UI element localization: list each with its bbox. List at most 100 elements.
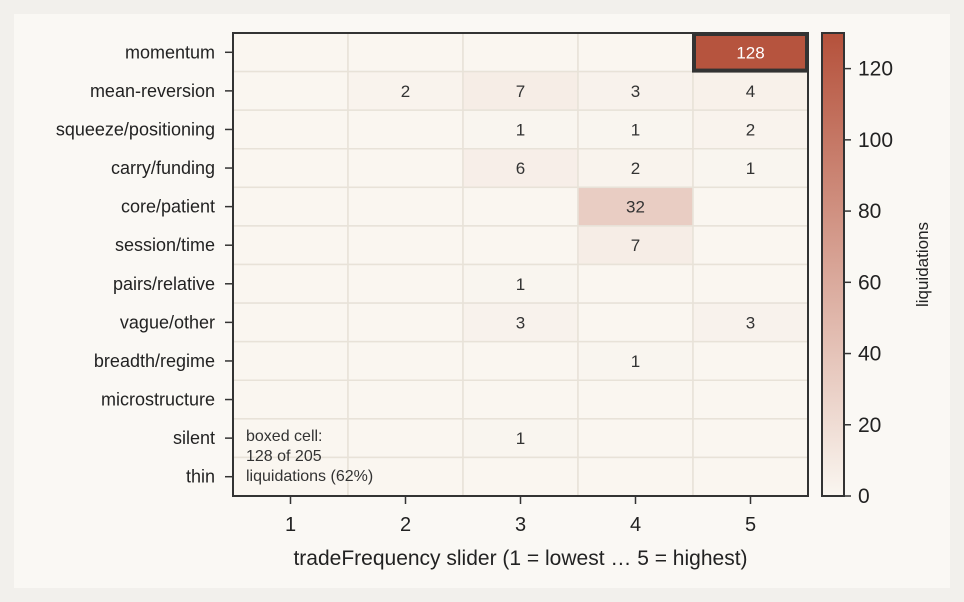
heatmap-cell (692, 109, 809, 150)
x-tick-label: 4 (630, 514, 641, 536)
x-axis-title: tradeFrequency slider (1 = lowest … 5 = … (293, 547, 747, 570)
heatmap-cell (692, 418, 809, 459)
heatmap-cell (347, 379, 464, 420)
y-tick-label: breadth/regime (94, 351, 215, 371)
heatmap-cell (462, 109, 579, 150)
y-tick-label: thin (186, 467, 215, 487)
x-axis: 1 2 3 4 5 (285, 496, 756, 536)
heatmap-cell (692, 379, 809, 420)
colorbar: 0 20 40 60 80 100 120 liquidations (821, 32, 932, 508)
x-tick-label: 3 (515, 514, 526, 536)
cell-value-label: 3 (516, 313, 525, 332)
heatmap-figure: 128 2 7 3 4 1 1 2 6 2 1 32 7 1 3 3 1 1 momentum mean-rever… (14, 14, 950, 588)
cell-value-label: 7 (516, 82, 525, 101)
heatmap-cell (462, 186, 579, 227)
colorbar-tick-label: 20 (858, 414, 881, 437)
heatmap-cell (692, 302, 809, 343)
heatmap-cell (347, 109, 464, 150)
heatmap-cell (232, 186, 349, 227)
heatmap-cell (347, 418, 464, 459)
heatmap-cell (692, 340, 809, 381)
note-line: 128 of 205 (246, 448, 322, 465)
heatmap-cell (347, 456, 464, 497)
heatmap-cell (577, 418, 694, 459)
colorbar-title: liquidations (913, 222, 932, 307)
heatmap-cell (232, 70, 349, 111)
y-tick-label: squeeze/positioning (56, 119, 215, 139)
cell-value-label: 2 (746, 120, 755, 139)
colorbar-tick-label: 120 (858, 58, 893, 81)
heatmap-cell (232, 340, 349, 381)
colorbar-tick-label: 0 (858, 485, 870, 508)
x-tick-label: 5 (745, 514, 756, 536)
cell-value-label: 2 (401, 82, 410, 101)
heatmap-cell (577, 263, 694, 304)
colorbar-tick-label: 100 (858, 129, 893, 152)
heatmap-cell (462, 32, 579, 73)
heatmap-cell (232, 456, 349, 497)
cell-value-label: 1 (516, 429, 525, 448)
colorbar-gradient (821, 32, 845, 497)
heatmap-cell (232, 225, 349, 266)
y-tick-label: carry/funding (111, 158, 215, 178)
note-line: boxed cell: (246, 428, 323, 445)
plot-frame (232, 32, 809, 497)
heatmap-cell (347, 340, 464, 381)
heatmap-cell (347, 225, 464, 266)
cell-value-label: 1 (631, 120, 640, 139)
cell-value-label: 2 (631, 159, 640, 178)
heatmap-cell (692, 186, 809, 227)
heatmap-cell (577, 302, 694, 343)
heatmap-cell (462, 456, 579, 497)
colorbar-tick-label: 60 (858, 271, 881, 294)
heatmap-cell (577, 379, 694, 420)
heatmap-cell (232, 379, 349, 420)
cell-value-label: 6 (516, 159, 525, 178)
heatmap-cell (692, 263, 809, 304)
y-tick-label: momentum (125, 42, 215, 62)
heatmap-cell (347, 32, 464, 73)
heatmap-cell (347, 186, 464, 227)
y-tick-label: vague/other (120, 312, 215, 332)
cell-value-label: 32 (626, 198, 645, 217)
heatmap-cell (347, 263, 464, 304)
y-tick-label: pairs/relative (113, 274, 215, 294)
heatmap-cell (692, 456, 809, 497)
heatmap-cell (347, 148, 464, 189)
heatmap-cell (232, 32, 349, 73)
heatmap-cell (347, 70, 464, 111)
heatmap-cell (577, 186, 694, 227)
cell-value-label: 4 (746, 82, 755, 101)
heatmap-cell (232, 302, 349, 343)
boxed-cell-note: boxed cell: 128 of 205 liquidations (62%) (246, 428, 373, 485)
cell-value-label: 1 (516, 120, 525, 139)
heatmap-cell (347, 302, 464, 343)
y-tick-label: microstructure (101, 390, 215, 410)
heatmap-cell (577, 340, 694, 381)
cell-value-label: 128 (736, 43, 764, 62)
note-line: liquidations (62%) (246, 468, 373, 485)
cell-value-label: 3 (746, 313, 755, 332)
y-axis: momentum mean-reversion squeeze/positionin… (56, 42, 233, 487)
cell-value-label: 1 (631, 352, 640, 371)
heatmap-cell (577, 148, 694, 189)
colorbar-tick-label: 40 (858, 343, 881, 366)
y-tick-label: core/patient (121, 197, 215, 217)
heatmap-cell (692, 225, 809, 266)
cell-value-label: 3 (631, 82, 640, 101)
x-tick-label: 1 (285, 514, 296, 536)
heatmap-cell (462, 418, 579, 459)
colorbar-ticks: 0 20 40 60 80 100 120 (844, 58, 893, 508)
cell-value-label: 1 (746, 159, 755, 178)
y-tick-label: session/time (115, 235, 215, 255)
heatmap-cell (577, 456, 694, 497)
cell-value-label: 7 (631, 236, 640, 255)
y-tick-label: silent (173, 428, 215, 448)
heatmap-cell (462, 263, 579, 304)
heatmap-cell (462, 340, 579, 381)
heatmap-cells (232, 32, 809, 497)
colorbar-tick-label: 80 (858, 200, 881, 223)
x-tick-label: 2 (400, 514, 411, 536)
heatmap-cell (462, 225, 579, 266)
